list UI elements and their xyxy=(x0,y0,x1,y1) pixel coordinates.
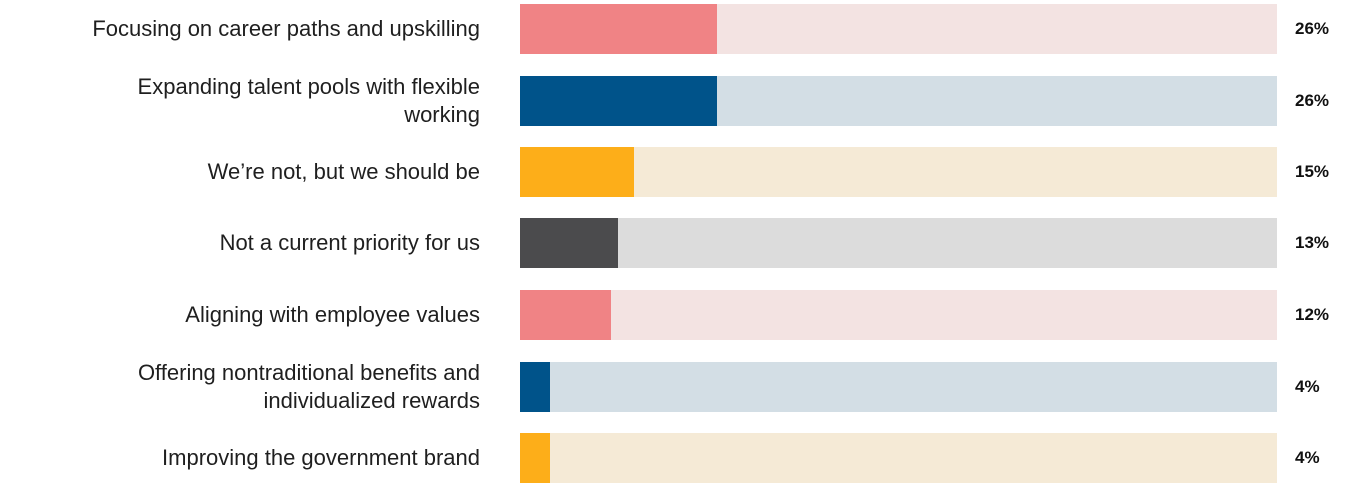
bar xyxy=(520,147,634,197)
bar-row: Aligning with employee values 12% xyxy=(0,290,1356,340)
value-label: 26% xyxy=(1295,19,1330,38)
bar xyxy=(520,290,611,340)
category-label: Expanding talent pools with flexible work… xyxy=(0,74,480,127)
bar-track xyxy=(520,76,1277,126)
category-label-line: Aligning with employee values xyxy=(185,302,480,327)
bar xyxy=(520,362,551,412)
bar xyxy=(520,218,619,268)
category-label: Offering nontraditional benefits and indi… xyxy=(0,360,480,413)
bar-track xyxy=(520,4,1277,54)
category-label: Aligning with employee values xyxy=(0,290,480,340)
category-label-line: Not a current priority for us xyxy=(219,230,480,255)
value-label: 26% xyxy=(1295,91,1330,110)
category-label: Not a current priority for us xyxy=(0,218,480,268)
bar-track xyxy=(520,433,1277,483)
value-label: 12% xyxy=(1295,305,1330,324)
value-label: 4% xyxy=(1295,448,1320,467)
category-label-line: We’re not, but we should be xyxy=(207,159,480,184)
bar-row: Focusing on career paths and upskilling 2… xyxy=(0,4,1356,54)
category-label-line: Focusing on career paths and upskilling xyxy=(92,16,480,41)
bar-track xyxy=(520,290,1277,340)
value-label: 4% xyxy=(1295,377,1320,396)
category-label: Improving the government brand xyxy=(0,433,480,483)
value-label: 15% xyxy=(1295,162,1330,181)
category-label-line: individualized rewards xyxy=(263,388,480,413)
category-label-line: Expanding talent pools with flexible xyxy=(137,74,480,99)
category-label-line: working xyxy=(404,102,480,127)
bar-track xyxy=(520,147,1277,197)
value-label: 13% xyxy=(1295,233,1330,252)
bar xyxy=(520,433,551,483)
category-label: We’re not, but we should be xyxy=(0,147,480,197)
category-label-line: Offering nontraditional benefits and xyxy=(137,360,480,385)
bar-row: We’re not, but we should be 15% xyxy=(0,147,1356,197)
bar-track xyxy=(520,218,1277,268)
bar-row: Expanding talent pools with flexible work… xyxy=(0,74,1356,127)
category-label-line: Improving the government brand xyxy=(162,445,480,470)
bar-row: Not a current priority for us 13% xyxy=(0,218,1356,268)
bar-track xyxy=(520,362,1277,412)
bar xyxy=(520,76,717,126)
bar xyxy=(520,4,717,54)
bar-row: Offering nontraditional benefits and indi… xyxy=(0,360,1356,413)
bar-row: Improving the government brand 4% xyxy=(0,433,1356,483)
category-label: Focusing on career paths and upskilling xyxy=(0,4,480,54)
